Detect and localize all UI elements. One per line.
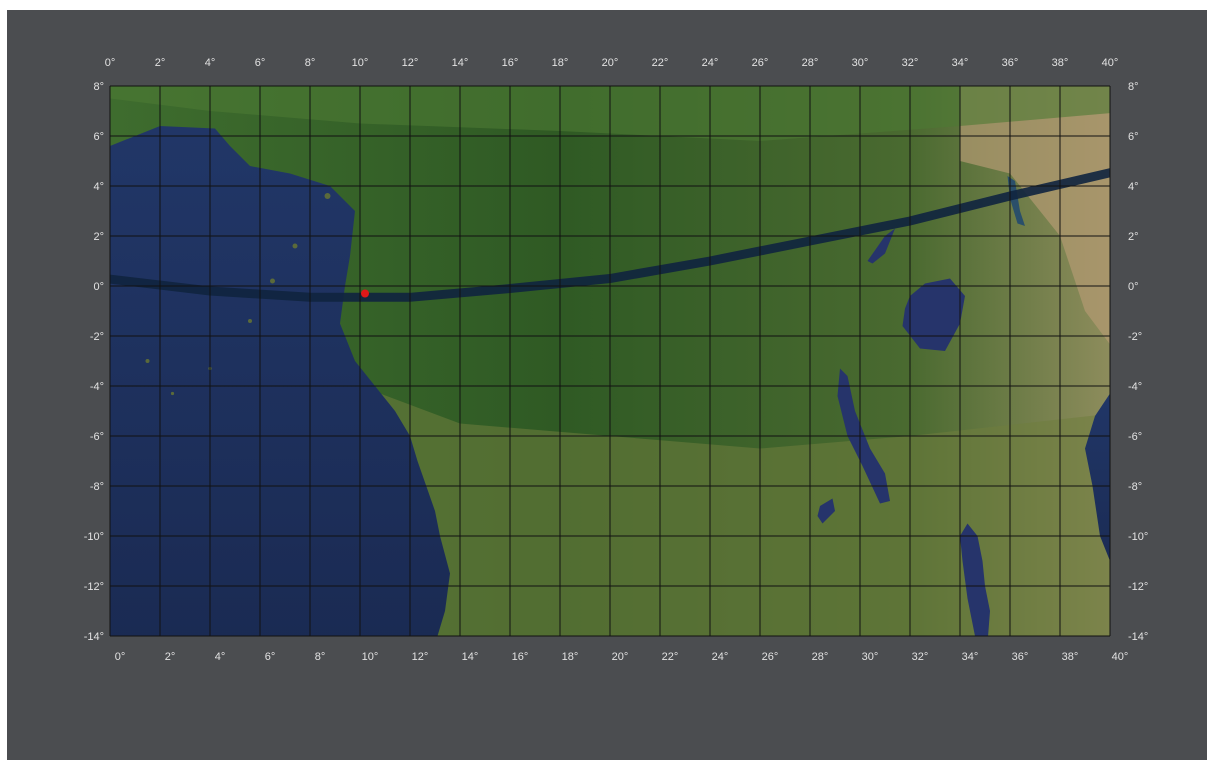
bottom-lon-label: 40°	[1112, 651, 1129, 663]
top-lon-label: 24°	[702, 57, 719, 69]
bottom-lon-label: 32°	[912, 651, 929, 663]
left-lat-label: -12°	[84, 581, 104, 593]
top-lon-label: 38°	[1052, 57, 1069, 69]
top-lon-label: 34°	[952, 57, 969, 69]
top-lon-label: 40°	[1102, 57, 1119, 69]
top-lon-label: 2°	[155, 57, 166, 69]
bottom-lon-label: 6°	[265, 651, 276, 663]
bottom-lon-label: 2°	[165, 651, 176, 663]
left-lat-label: 0°	[93, 281, 104, 293]
top-lon-label: 26°	[752, 57, 769, 69]
island	[270, 278, 275, 284]
left-lat-label: -6°	[90, 431, 104, 443]
top-lon-label: 22°	[652, 57, 669, 69]
top-lon-label: 8°	[305, 57, 316, 69]
top-lon-label: 28°	[802, 57, 819, 69]
lake-malawi	[960, 523, 990, 636]
left-lat-label: -4°	[90, 381, 104, 393]
left-lat-label: 4°	[93, 181, 104, 193]
left-lat-label: -2°	[90, 331, 104, 343]
atlantic-ocean	[110, 126, 450, 636]
right-lat-label: -6°	[1128, 431, 1142, 443]
top-lon-label: 6°	[255, 57, 266, 69]
bottom-lon-label: 36°	[1012, 651, 1029, 663]
left-lat-label: -8°	[90, 481, 104, 493]
bottom-lon-label: 28°	[812, 651, 829, 663]
bottom-lon-label: 8°	[315, 651, 326, 663]
top-lon-label: 16°	[502, 57, 519, 69]
lake-victoria	[902, 278, 965, 351]
left-lat-label: 8°	[93, 81, 104, 93]
bottom-lon-label: 14°	[462, 651, 479, 663]
bottom-lon-label: 22°	[662, 651, 679, 663]
top-lon-label: 20°	[602, 57, 619, 69]
right-lat-label: 0°	[1128, 281, 1139, 293]
left-lat-label: -14°	[84, 631, 104, 643]
island	[292, 243, 298, 249]
island	[324, 193, 331, 199]
bottom-lon-label: 10°	[362, 651, 379, 663]
top-lon-label: 36°	[1002, 57, 1019, 69]
bottom-lon-label: 18°	[562, 651, 579, 663]
right-lat-label: 8°	[1128, 81, 1139, 93]
lake-mweru	[817, 498, 835, 524]
lat-lon-grid	[109, 85, 1111, 637]
top-lon-label: 0°	[105, 57, 116, 69]
left-lat-label: 2°	[93, 231, 104, 243]
island	[145, 359, 150, 363]
right-lat-label: -12°	[1128, 581, 1148, 593]
map-viewport[interactable]: 0° 2° 4° 6° 8° 10° 12° 14° 16° 18° 20° 22° 24° 26° 28°…	[7, 10, 1207, 760]
right-lat-label: -14°	[1128, 631, 1148, 643]
bottom-lon-label: 0°	[115, 651, 126, 663]
bottom-lon-label: 24°	[712, 651, 729, 663]
right-lat-label: -10°	[1128, 531, 1148, 543]
right-lat-label: 6°	[1128, 131, 1139, 143]
savanna-region	[360, 386, 1110, 636]
arid-highlands-region	[960, 86, 1110, 345]
top-lon-label: 12°	[402, 57, 419, 69]
grid-labels: 0° 2° 4° 6° 8° 10° 12° 14° 16° 18° 20° 22° 24° 26° 28°…	[84, 57, 1149, 663]
bottom-lon-label: 30°	[862, 651, 879, 663]
left-lat-label: -10°	[84, 531, 104, 543]
bottom-lon-label: 38°	[1062, 651, 1079, 663]
right-lat-label: 4°	[1128, 181, 1139, 193]
lake-turkana	[1007, 176, 1025, 226]
right-lat-label: 2°	[1128, 231, 1139, 243]
right-lat-label: -4°	[1128, 381, 1142, 393]
bottom-lon-label: 12°	[412, 651, 429, 663]
indian-ocean	[1085, 393, 1110, 561]
top-lon-label: 30°	[852, 57, 869, 69]
top-lon-label: 14°	[452, 57, 469, 69]
bottom-lon-label: 16°	[512, 651, 529, 663]
lake-albert	[867, 228, 895, 264]
top-lon-label: 32°	[902, 57, 919, 69]
bottom-lon-label: 26°	[762, 651, 779, 663]
top-lon-label: 4°	[205, 57, 216, 69]
right-lat-label: -2°	[1128, 331, 1142, 343]
top-lon-label: 18°	[552, 57, 569, 69]
map-canvas[interactable]: 0° 2° 4° 6° 8° 10° 12° 14° 16° 18° 20° 22° 24° 26° 28°…	[7, 10, 1207, 760]
left-lat-label: 6°	[93, 131, 104, 143]
top-lon-label: 10°	[352, 57, 369, 69]
island	[248, 319, 252, 323]
location-marker[interactable]	[361, 289, 369, 298]
island	[170, 391, 175, 396]
bottom-lon-label: 4°	[215, 651, 226, 663]
right-lat-label: -8°	[1128, 481, 1142, 493]
bottom-lon-label: 34°	[962, 651, 979, 663]
bottom-lon-label: 20°	[612, 651, 629, 663]
